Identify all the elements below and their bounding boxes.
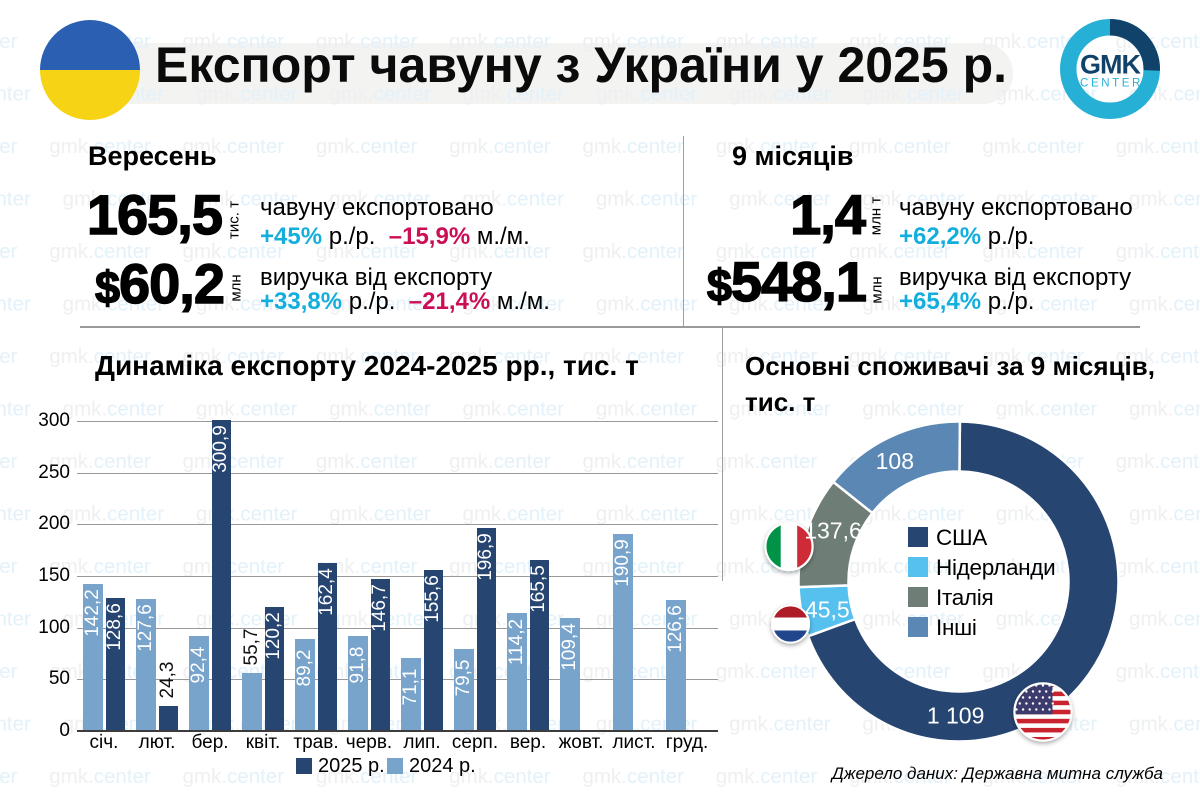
svg-text:GMK: GMK	[1080, 50, 1141, 80]
svg-text:1 109: 1 109	[927, 703, 985, 729]
svg-text:45,5: 45,5	[805, 596, 850, 622]
svg-text:108: 108	[876, 448, 914, 474]
svg-text:137,6: 137,6	[804, 518, 862, 544]
svg-text:CENTER: CENTER	[1080, 78, 1143, 90]
